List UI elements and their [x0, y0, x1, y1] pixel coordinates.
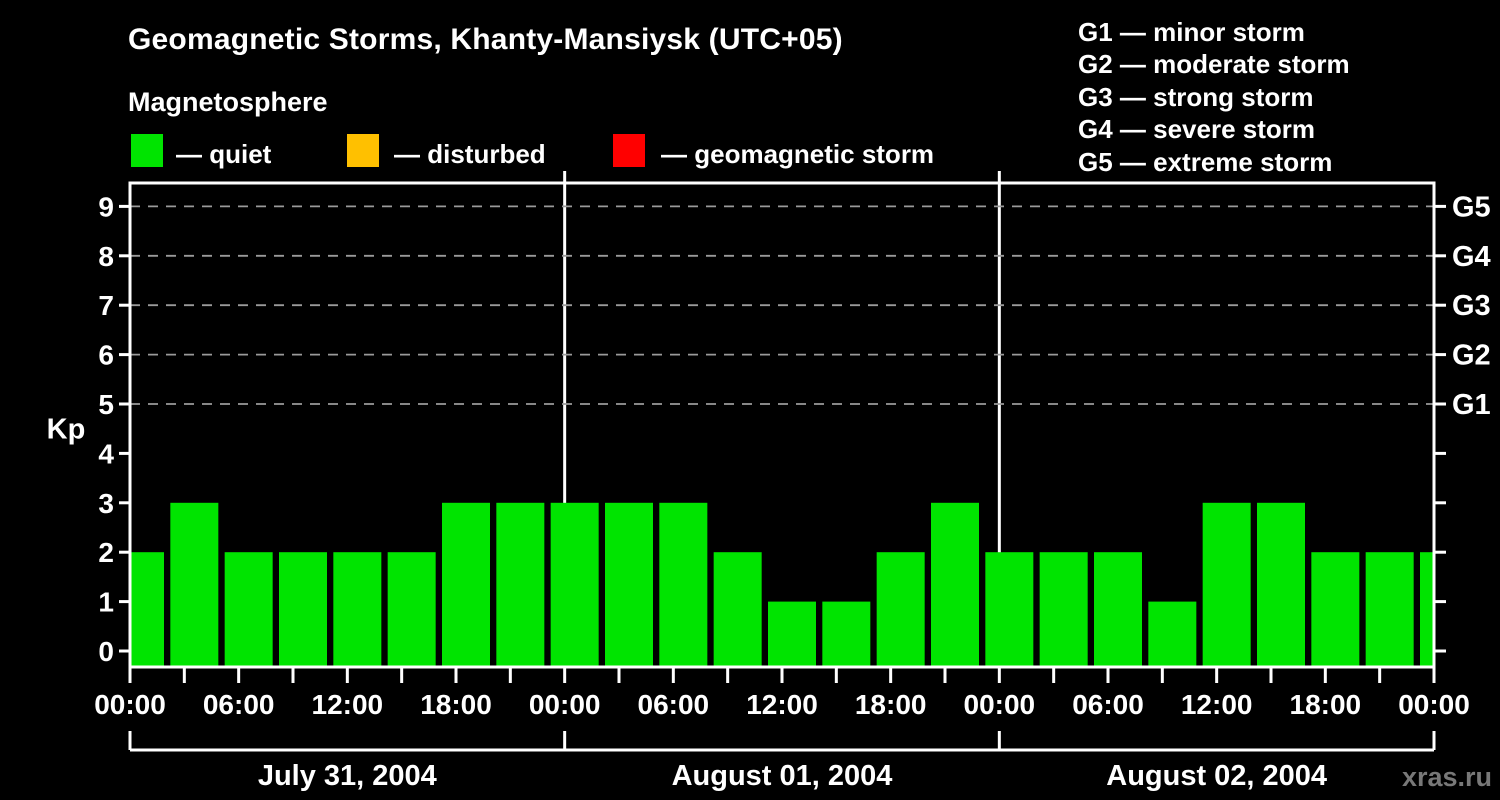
kp-bar [1311, 552, 1360, 666]
y-axis-label: 0 [98, 636, 114, 667]
legend-swatch-quiet [131, 134, 163, 167]
x-axis-label: 06:00 [638, 689, 710, 720]
legend-label-storm: — geomagnetic storm [661, 139, 935, 169]
g-scale-label: G2 [1452, 340, 1491, 372]
x-axis-label: 12:00 [746, 689, 818, 720]
kp-bar [333, 552, 382, 666]
kp-bar [496, 502, 545, 666]
storm-scale-item-g4: G4 — severe storm [1078, 114, 1316, 145]
storm-scale-item-g5: G5 — extreme storm [1078, 146, 1333, 177]
y-axis-label: 8 [98, 241, 114, 272]
g-scale-label: G3 [1452, 290, 1491, 322]
kp-bar [130, 552, 164, 666]
storm-scale-item-g3: G3 — strong storm [1078, 81, 1314, 112]
kp-bar [1420, 552, 1434, 666]
x-axis-label: 06:00 [203, 689, 275, 720]
page-title: Geomagnetic Storms, Khanty-Mansiysk (UTC… [128, 23, 843, 56]
kp-bar [822, 601, 871, 666]
kp-bar [1094, 552, 1142, 666]
magnetosphere-label: Magnetosphere [128, 87, 328, 117]
y-axis-label: 6 [98, 340, 114, 371]
kp-bar [387, 552, 436, 666]
kp-bar [1202, 502, 1251, 666]
kp-bar [605, 502, 653, 666]
date-label: August 01, 2004 [672, 760, 893, 792]
y-axis-label: 1 [98, 587, 114, 618]
kp-bar [1257, 502, 1305, 666]
x-axis-label: 12:00 [312, 689, 384, 720]
watermark: xras.ru [1401, 762, 1492, 792]
kp-bar [931, 502, 979, 666]
kp-bar [713, 552, 762, 666]
y-axis-label: 2 [98, 537, 114, 568]
x-axis-label: 00:00 [964, 689, 1036, 720]
x-axis-label: 00:00 [529, 689, 601, 720]
legend-label-quiet: — quiet [176, 139, 272, 169]
kp-bar [1039, 552, 1088, 666]
y-axis-label: 9 [98, 191, 114, 222]
kp-bar [876, 552, 925, 666]
kp-bar [442, 502, 490, 666]
g-scale-label: G5 [1452, 191, 1491, 223]
storm-scale-legend: G1 — minor storm G2 — moderate storm G3 … [1078, 16, 1350, 178]
kp-bar [1365, 552, 1414, 666]
legend-label-disturbed: — disturbed [394, 139, 546, 169]
kp-bar [550, 502, 599, 666]
y-axis-label: 7 [98, 290, 114, 321]
storm-scale-item-g1: G1 — minor storm [1078, 17, 1305, 47]
x-axis-label: 18:00 [855, 689, 927, 720]
kp-bar [1148, 601, 1197, 666]
x-axis-label: 18:00 [420, 689, 492, 720]
legend-swatch-storm [613, 134, 645, 167]
legend-swatch-disturbed [347, 134, 379, 167]
x-axis-label: 18:00 [1290, 689, 1362, 720]
kp-bar [768, 601, 816, 666]
date-label: July 31, 2004 [258, 760, 437, 792]
x-axis-label: 06:00 [1072, 689, 1144, 720]
x-axis-label: 00:00 [94, 689, 166, 720]
x-axis-label: 00:00 [1398, 689, 1470, 720]
y-axis-label: 4 [98, 438, 114, 469]
x-axis-label: 12:00 [1181, 689, 1253, 720]
kp-bar [985, 552, 1034, 666]
kp-axis-title: Kp [47, 414, 86, 446]
g-scale-label: G1 [1452, 389, 1491, 421]
plot-frame [128, 181, 1436, 669]
date-label: August 02, 2004 [1106, 760, 1327, 792]
kp-bar [170, 502, 219, 666]
kp-bar [279, 552, 327, 666]
kp-bar [224, 552, 273, 666]
y-axis-label: 5 [98, 389, 114, 420]
kp-bar [659, 502, 708, 666]
g-scale-label: G4 [1452, 241, 1491, 273]
storm-scale-item-g2: G2 — moderate storm [1078, 49, 1350, 80]
y-axis-label: 3 [98, 488, 114, 519]
